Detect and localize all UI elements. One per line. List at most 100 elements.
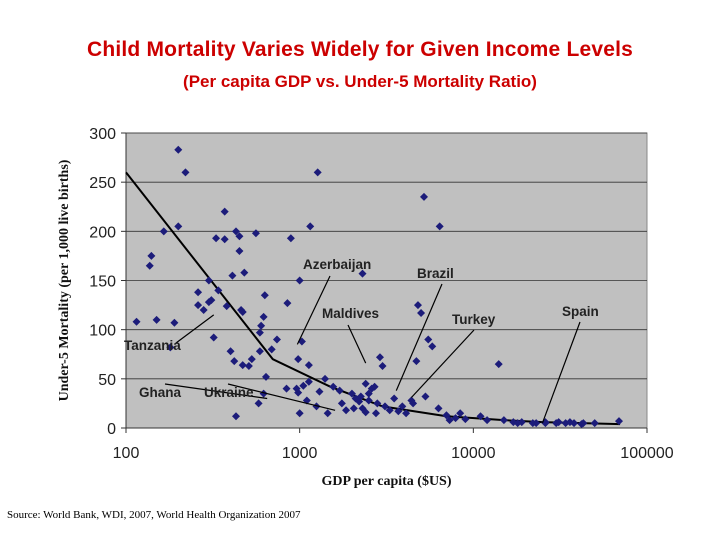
- data-point: [398, 402, 407, 411]
- data-point: [394, 407, 403, 416]
- data-point: [358, 269, 367, 278]
- data-point: [380, 402, 389, 411]
- data-point: [483, 416, 492, 425]
- data-point: [349, 404, 358, 413]
- data-point: [240, 268, 249, 277]
- data-point: [255, 347, 264, 356]
- annotations: Tanzania Ghana Ukraine Azerbaijan Maldives Br…: [124, 257, 599, 424]
- data-point: [499, 416, 508, 425]
- data-points: [132, 145, 624, 429]
- data-point: [329, 382, 338, 391]
- data-point: [222, 302, 231, 311]
- data-point: [181, 168, 190, 177]
- annotation-label: Tanzania: [124, 338, 181, 353]
- data-point: [259, 389, 268, 398]
- data-point: [166, 343, 175, 352]
- data-point: [321, 374, 330, 383]
- annotation-label: Azerbaijan: [303, 257, 371, 272]
- data-point: [152, 315, 161, 324]
- data-point: [590, 419, 599, 428]
- annotation-leader: [175, 314, 215, 344]
- data-point: [407, 396, 416, 405]
- x-axis-label: GDP per capita ($US): [321, 474, 451, 489]
- x-tick-label: 1000: [282, 445, 318, 462]
- data-point: [579, 419, 588, 428]
- y-tick-label: 200: [89, 224, 116, 241]
- data-point: [421, 392, 430, 401]
- y-tick-label: 0: [107, 421, 116, 438]
- data-point: [199, 306, 208, 314]
- data-point: [442, 411, 451, 420]
- data-point: [378, 362, 387, 371]
- data-point: [204, 276, 213, 285]
- annotation-leader: [347, 324, 367, 364]
- data-point: [294, 355, 303, 364]
- data-point: [212, 234, 221, 243]
- data-point: [254, 399, 263, 408]
- y-tick-label: 150: [89, 274, 116, 291]
- data-point: [375, 353, 384, 362]
- x-tick-label: 100000: [620, 445, 673, 462]
- data-point: [323, 409, 332, 418]
- data-point: [434, 404, 443, 413]
- data-point: [373, 399, 382, 408]
- data-point: [402, 409, 411, 418]
- data-point: [238, 307, 247, 316]
- data-point: [347, 389, 356, 398]
- data-point: [342, 406, 351, 415]
- data-point: [435, 222, 444, 231]
- data-point: [145, 261, 154, 270]
- data-point: [282, 384, 291, 393]
- data-point: [494, 360, 503, 369]
- annotation-label: Spain: [562, 304, 599, 319]
- data-point: [335, 386, 344, 395]
- data-point: [259, 312, 268, 321]
- data-point: [262, 372, 271, 381]
- annotation-label: Ukraine: [204, 385, 254, 400]
- data-point: [228, 271, 237, 280]
- data-point: [412, 357, 421, 366]
- data-point: [315, 387, 324, 396]
- data-point: [255, 328, 264, 337]
- data-point: [232, 412, 241, 421]
- data-point: [513, 419, 522, 428]
- data-point: [194, 301, 203, 310]
- source-note: Source: World Bank, WDI, 2007, World Hea…: [7, 509, 301, 521]
- data-point: [295, 276, 304, 285]
- annotation-leader: [164, 383, 268, 400]
- data-point: [385, 406, 394, 415]
- data-point: [424, 335, 433, 344]
- data-point: [159, 227, 168, 236]
- data-point: [356, 392, 365, 401]
- data-point: [445, 416, 454, 425]
- data-point: [361, 408, 370, 417]
- data-point: [207, 296, 216, 305]
- data-point: [170, 318, 179, 327]
- data-point: [461, 415, 470, 424]
- data-point: [235, 232, 244, 241]
- x-tick-label: 100: [113, 445, 140, 462]
- data-point: [283, 299, 292, 308]
- y-tick-label: 50: [98, 372, 116, 389]
- data-point: [306, 222, 315, 231]
- data-point: [251, 229, 260, 238]
- slide-subtitle: (Per capita GDP vs. Under-5 Mortality Ra…: [183, 72, 537, 91]
- data-point: [232, 227, 241, 236]
- tick-labels: 0 50 100 150 200 250 300 100 1000 10000 100000: [89, 126, 674, 462]
- data-point: [390, 394, 399, 403]
- data-point: [238, 361, 247, 370]
- data-point: [304, 361, 313, 370]
- x-tick-label: 10000: [451, 445, 496, 462]
- data-point: [428, 342, 437, 351]
- data-point: [337, 399, 346, 408]
- data-point: [565, 418, 574, 427]
- data-point: [220, 235, 229, 244]
- data-point: [235, 247, 244, 255]
- data-point: [260, 291, 269, 300]
- y-axis-label: Under-5 Mortality (per 1,000 live births…: [57, 159, 72, 401]
- data-point: [194, 288, 203, 297]
- data-point: [244, 362, 253, 371]
- data-point: [528, 419, 537, 428]
- data-point: [420, 192, 429, 201]
- data-point: [247, 355, 256, 364]
